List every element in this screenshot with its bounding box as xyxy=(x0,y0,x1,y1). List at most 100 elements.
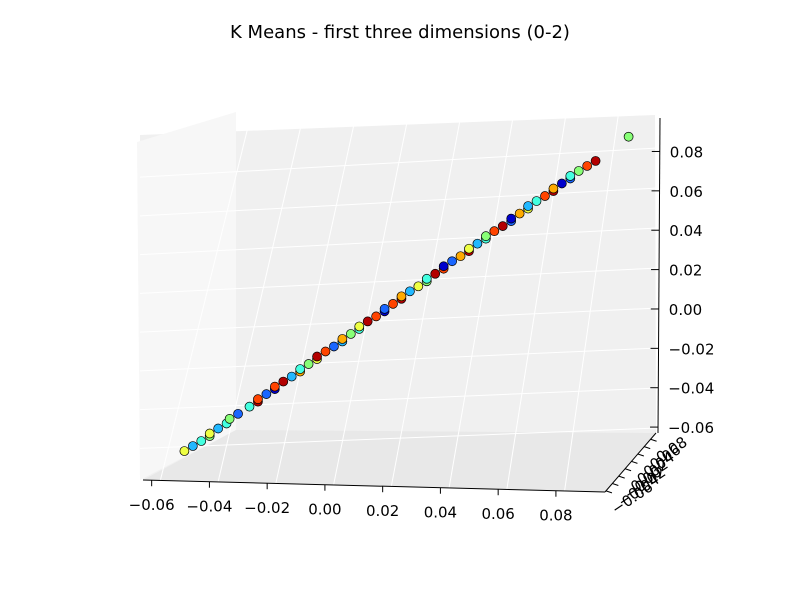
y-tick xyxy=(618,475,625,479)
data-point xyxy=(371,311,381,322)
y-axis-line xyxy=(604,432,657,493)
grid-line-x xyxy=(506,114,567,490)
data-point xyxy=(303,359,314,369)
data-point xyxy=(514,208,525,219)
z-tick-label: −0.06 xyxy=(668,419,714,437)
data-point xyxy=(379,304,390,314)
x-tick-label: −0.04 xyxy=(186,498,232,516)
data-point xyxy=(582,161,593,171)
z-tick-label: 0.02 xyxy=(669,262,702,280)
data-point xyxy=(345,329,356,339)
data-point xyxy=(413,281,424,292)
side-pane xyxy=(137,112,236,480)
data-point xyxy=(320,346,331,357)
data-point xyxy=(557,178,567,189)
data-point xyxy=(523,201,533,211)
data-point xyxy=(362,316,373,327)
tick-marks xyxy=(151,150,660,497)
y-tick xyxy=(644,446,651,450)
y-tick xyxy=(650,438,657,442)
grid-line-z xyxy=(139,227,659,256)
data-point xyxy=(472,238,483,249)
x-tick-label: 0.02 xyxy=(366,502,399,520)
grid-lines xyxy=(139,111,659,492)
data-point xyxy=(464,243,474,254)
data-point xyxy=(187,441,198,451)
grid-line-x xyxy=(159,111,253,481)
grid-line-x xyxy=(448,113,515,489)
data-point xyxy=(430,268,441,279)
data-point xyxy=(278,376,289,387)
z-tick-label: 0.06 xyxy=(670,183,703,201)
floor-pane xyxy=(143,430,656,492)
data-point xyxy=(540,191,550,201)
data-point xyxy=(438,261,449,272)
data-point xyxy=(354,321,365,332)
x-tick-label: 0.08 xyxy=(539,507,572,525)
y-tick xyxy=(637,453,644,457)
data-point xyxy=(447,256,457,267)
data-point xyxy=(224,413,235,424)
chart-title: K Means - first three dimensions (0-2) xyxy=(230,22,570,43)
data-point xyxy=(261,389,272,399)
z-tick-label: 0.00 xyxy=(669,301,702,319)
data-point xyxy=(531,196,542,206)
data-point xyxy=(565,171,576,181)
grid-line-z xyxy=(139,307,659,333)
data-point xyxy=(286,371,297,382)
y-tick xyxy=(624,468,632,472)
data-point xyxy=(244,401,255,412)
data-point xyxy=(269,381,280,392)
data-point xyxy=(455,251,466,262)
data-point xyxy=(421,273,432,284)
x-tick-label: 0.04 xyxy=(424,504,457,522)
data-point xyxy=(179,446,190,456)
axis-lines xyxy=(142,117,661,493)
grid-line-z xyxy=(139,267,659,294)
z-tick-label: −0.02 xyxy=(669,340,715,358)
y-tick xyxy=(612,483,619,486)
z-axis-line xyxy=(657,117,661,434)
x-tick-label: 0.00 xyxy=(308,501,341,519)
y-tick xyxy=(631,460,638,464)
tick-labels: −0.06 −0.04 −0.02 0.00 0.02 0.04 0.06 0.08 −0.06… xyxy=(129,143,715,524)
data-point xyxy=(573,166,584,176)
z-tick-label: 0.08 xyxy=(670,143,703,161)
data-point xyxy=(204,428,215,439)
y-tick xyxy=(605,490,613,494)
x-tick-label: −0.02 xyxy=(244,499,290,517)
z-tick-label: 0.04 xyxy=(669,222,702,240)
data-point xyxy=(233,408,243,419)
data-point xyxy=(548,183,559,194)
data-points xyxy=(179,131,634,456)
data-point xyxy=(253,394,263,404)
grid-line-z xyxy=(139,347,659,372)
grid-line-z xyxy=(139,147,659,178)
data-point xyxy=(506,213,517,224)
data-point xyxy=(396,291,407,302)
data-point xyxy=(489,226,500,236)
x-tick-label: 0.06 xyxy=(481,505,514,523)
data-point xyxy=(405,286,415,297)
x-tick-label: −0.06 xyxy=(129,496,175,514)
grid-line-z xyxy=(139,187,659,217)
data-point xyxy=(497,221,508,231)
data-point xyxy=(623,131,634,142)
x-axis-line xyxy=(142,479,606,493)
data-point xyxy=(312,351,322,362)
grid-line-x xyxy=(275,112,357,484)
grid-line-z xyxy=(139,387,659,411)
data-point xyxy=(337,334,348,344)
data-point xyxy=(329,341,339,352)
data-point xyxy=(295,364,306,374)
grid-line-x xyxy=(390,113,462,487)
data-point xyxy=(590,156,601,166)
z-tick-label: −0.04 xyxy=(668,380,714,398)
data-point xyxy=(388,299,398,309)
grid-line-x xyxy=(564,114,619,492)
data-point xyxy=(481,231,491,242)
grid-line-x xyxy=(333,113,410,486)
data-point xyxy=(196,436,207,446)
data-point xyxy=(213,423,223,434)
